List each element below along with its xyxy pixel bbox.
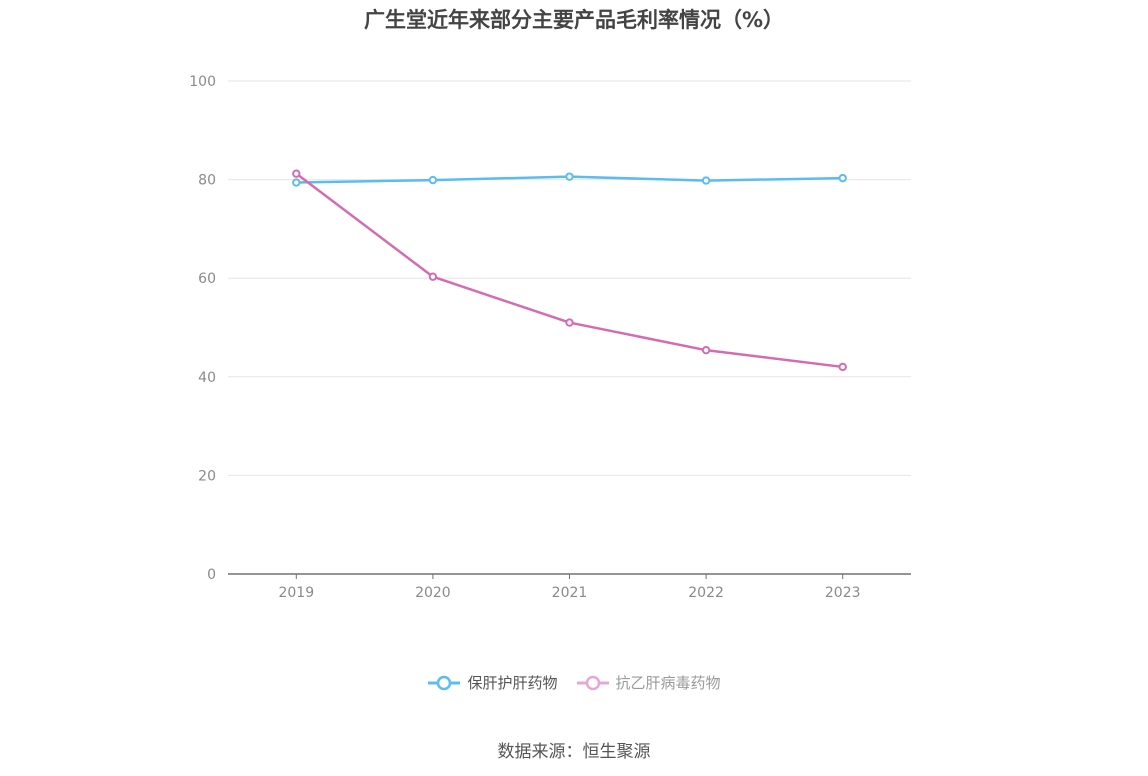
legend-label: 抗乙肝病毒药物 (615, 674, 721, 692)
legend-item-series-1[interactable]: 保肝护肝药物 (427, 672, 558, 693)
y-tick-label: 100 (189, 74, 216, 90)
data-point (701, 176, 711, 185)
legend-marker-icon (428, 675, 461, 690)
legend: 保肝护肝药物 抗乙肝病毒药物 (0, 672, 1148, 693)
y-tick-label: 80 (198, 173, 216, 189)
x-tick-label: 2020 (415, 585, 451, 601)
data-point (701, 345, 711, 355)
data-point (428, 272, 438, 281)
data-point (428, 175, 438, 185)
x-tick-label: 2023 (825, 585, 861, 601)
legend-marker-icon (576, 675, 609, 690)
legend-label: 保肝护肝药物 (467, 674, 558, 692)
y-tick-label: 0 (207, 567, 216, 583)
data-point (292, 169, 301, 178)
series-line-2 (295, 172, 843, 369)
data-point (292, 178, 301, 187)
y-tick-label: 40 (198, 370, 216, 386)
chart-title: 广生堂近年来部分主要产品毛利率情况（%） (363, 8, 785, 32)
x-tick-label: 2021 (552, 585, 588, 601)
y-tick-label: 60 (198, 271, 216, 287)
data-point (838, 362, 847, 372)
data-source-note: 数据来源：恒生聚源 (497, 742, 651, 762)
legend-item-series-2[interactable]: 抗乙肝病毒药物 (576, 672, 721, 693)
data-point (838, 173, 847, 183)
x-tick-label: 2022 (688, 585, 724, 601)
data-point (565, 318, 574, 327)
y-tick-label: 20 (198, 468, 216, 484)
x-tick-label: 2019 (278, 585, 314, 601)
data-point (565, 172, 574, 181)
